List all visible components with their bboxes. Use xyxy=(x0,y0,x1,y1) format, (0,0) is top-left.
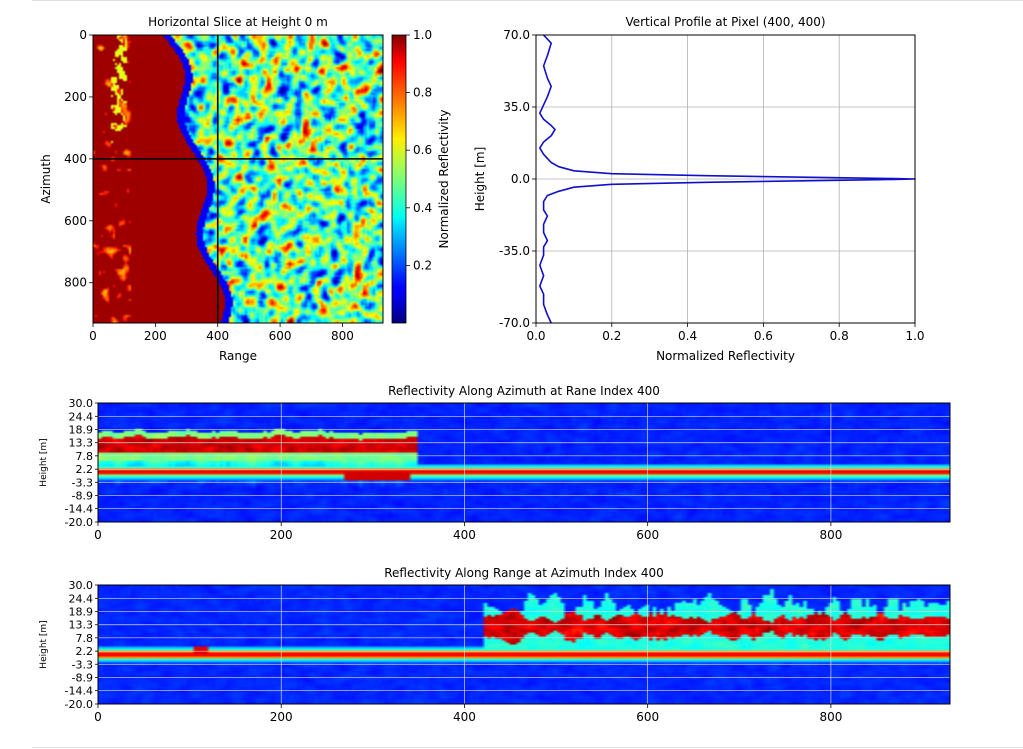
range-ytick-label-8: -14.4 xyxy=(65,685,93,698)
range-ytick-label-1: 24.4 xyxy=(69,592,94,605)
horizontal-slice-panel: Horizontal Slice at Height 0 m 0 200 400 600… xyxy=(39,15,451,363)
range-frame xyxy=(97,584,951,705)
colorbar-label: Normalized Reflectivity xyxy=(437,110,451,249)
profile-xtick-label-4: 0.8 xyxy=(830,329,849,343)
azimuth-ytick-label-5: 2.2 xyxy=(76,463,94,476)
azimuth-xtick-label-4: 800 xyxy=(819,528,842,542)
profile-ytick-label-0: 70.0 xyxy=(503,28,530,42)
azimuth-xtick-label-0: 0 xyxy=(94,528,102,542)
profile-ytick-label-3: -35.0 xyxy=(499,244,530,258)
profile-ylabel: Height [m] xyxy=(473,147,487,212)
profile-xlabel: Normalized Reflectivity xyxy=(656,349,795,363)
slice-xtick-label-2: 400 xyxy=(206,329,229,343)
slice-xtick-label-0: 0 xyxy=(89,329,97,343)
slice-ytick-label-3: 600 xyxy=(64,214,87,228)
profile-xtick-label-1: 0.2 xyxy=(602,329,621,343)
azimuth-ytick-label-8: -14.4 xyxy=(65,503,93,516)
range-ytick-label-0: 30.0 xyxy=(69,579,94,592)
top-divider xyxy=(32,0,1023,1)
profile-xtick-label-2: 0.4 xyxy=(678,329,697,343)
range-ytick-label-2: 18.9 xyxy=(69,605,94,618)
range-xtick-label-4: 800 xyxy=(819,710,842,724)
azimuth-ytick-label-0: 30.0 xyxy=(69,397,94,410)
azimuth-xtick-label-3: 600 xyxy=(636,528,659,542)
range-ytick-label-3: 13.3 xyxy=(69,619,94,632)
colorbar-tick-label-2: 0.6 xyxy=(413,143,432,157)
slice-xtick-label-4: 800 xyxy=(331,329,354,343)
colorbar-tick-label-0: 0.2 xyxy=(413,258,432,272)
azimuth-image xyxy=(98,403,950,522)
azimuth-title: Reflectivity Along Azimuth at Rane Index… xyxy=(388,384,660,398)
range-ytick-label-7: -8.9 xyxy=(72,672,93,685)
profile-ytick-label-4: -70.0 xyxy=(499,316,530,330)
profile-line xyxy=(538,34,916,324)
bottom-divider xyxy=(32,747,1023,748)
azimuth-ytick-label-6: -3.3 xyxy=(72,476,93,489)
slice-xtick-label-1: 200 xyxy=(144,329,167,343)
range-xtick-label-2: 400 xyxy=(453,710,476,724)
range-ytick-label-9: -20.0 xyxy=(65,698,93,711)
profile-ytick-label-1: 35.0 xyxy=(503,100,530,114)
azimuth-ytick-label-1: 24.4 xyxy=(69,410,94,423)
azimuth-ytick-label-2: 18.9 xyxy=(69,423,94,436)
range-ytick-label-5: 2.2 xyxy=(76,645,94,658)
slice-ylabel: Azimuth xyxy=(39,154,53,203)
range-title: Reflectivity Along Range at Azimuth Inde… xyxy=(384,566,663,580)
azimuth-xtick-label-2: 400 xyxy=(453,528,476,542)
range-image xyxy=(98,585,950,704)
azimuth-section-panel: Reflectivity Along Azimuth at Rane Index… xyxy=(39,384,951,542)
range-ytick-label-6: -3.3 xyxy=(72,658,93,671)
colorbar-tick-label-1: 0.4 xyxy=(413,201,432,215)
vertical-profile-panel: Vertical Profile at Pixel (400, 400) 0.0 0… xyxy=(473,15,925,363)
profile-xtick-label-5: 1.0 xyxy=(905,329,924,343)
slice-ytick-label-4: 800 xyxy=(64,276,87,290)
azimuth-frame xyxy=(97,402,951,523)
slice-xlabel: Range xyxy=(219,349,257,363)
azimuth-ytick-label-7: -8.9 xyxy=(72,490,93,503)
range-xtick-label-0: 0 xyxy=(94,710,102,724)
profile-ytick-label-2: 0.0 xyxy=(511,172,530,186)
azimuth-ytick-label-3: 13.3 xyxy=(69,437,94,450)
range-ytick-label-4: 7.8 xyxy=(76,632,94,645)
profile-title: Vertical Profile at Pixel (400, 400) xyxy=(625,15,825,29)
range-xtick-label-3: 600 xyxy=(636,710,659,724)
slice-title: Horizontal Slice at Height 0 m xyxy=(148,15,328,29)
colorbar-tick-label-3: 0.8 xyxy=(413,86,432,100)
azimuth-ytick-label-9: -20.0 xyxy=(65,516,93,529)
slice-ytick-label-2: 400 xyxy=(64,152,87,166)
azimuth-ytick-label-4: 7.8 xyxy=(76,450,94,463)
profile-xtick-label-0: 0.0 xyxy=(526,329,545,343)
azimuth-ylabel: Height [m] xyxy=(39,438,49,486)
colorbar-tick-label-4: 1.0 xyxy=(413,28,432,42)
colorbar xyxy=(391,34,407,324)
slice-frame xyxy=(92,34,384,324)
range-section-panel: Reflectivity Along Range at Azimuth Inde… xyxy=(39,566,951,724)
range-ylabel: Height [m] xyxy=(39,620,49,668)
slice-xtick-label-3: 600 xyxy=(269,329,292,343)
slice-image xyxy=(93,35,383,323)
profile-xtick-label-3: 0.6 xyxy=(754,329,773,343)
range-xtick-label-1: 200 xyxy=(270,710,293,724)
azimuth-xtick-label-1: 200 xyxy=(270,528,293,542)
slice-ytick-label-1: 200 xyxy=(64,90,87,104)
slice-ytick-label-0: 0 xyxy=(79,28,87,42)
